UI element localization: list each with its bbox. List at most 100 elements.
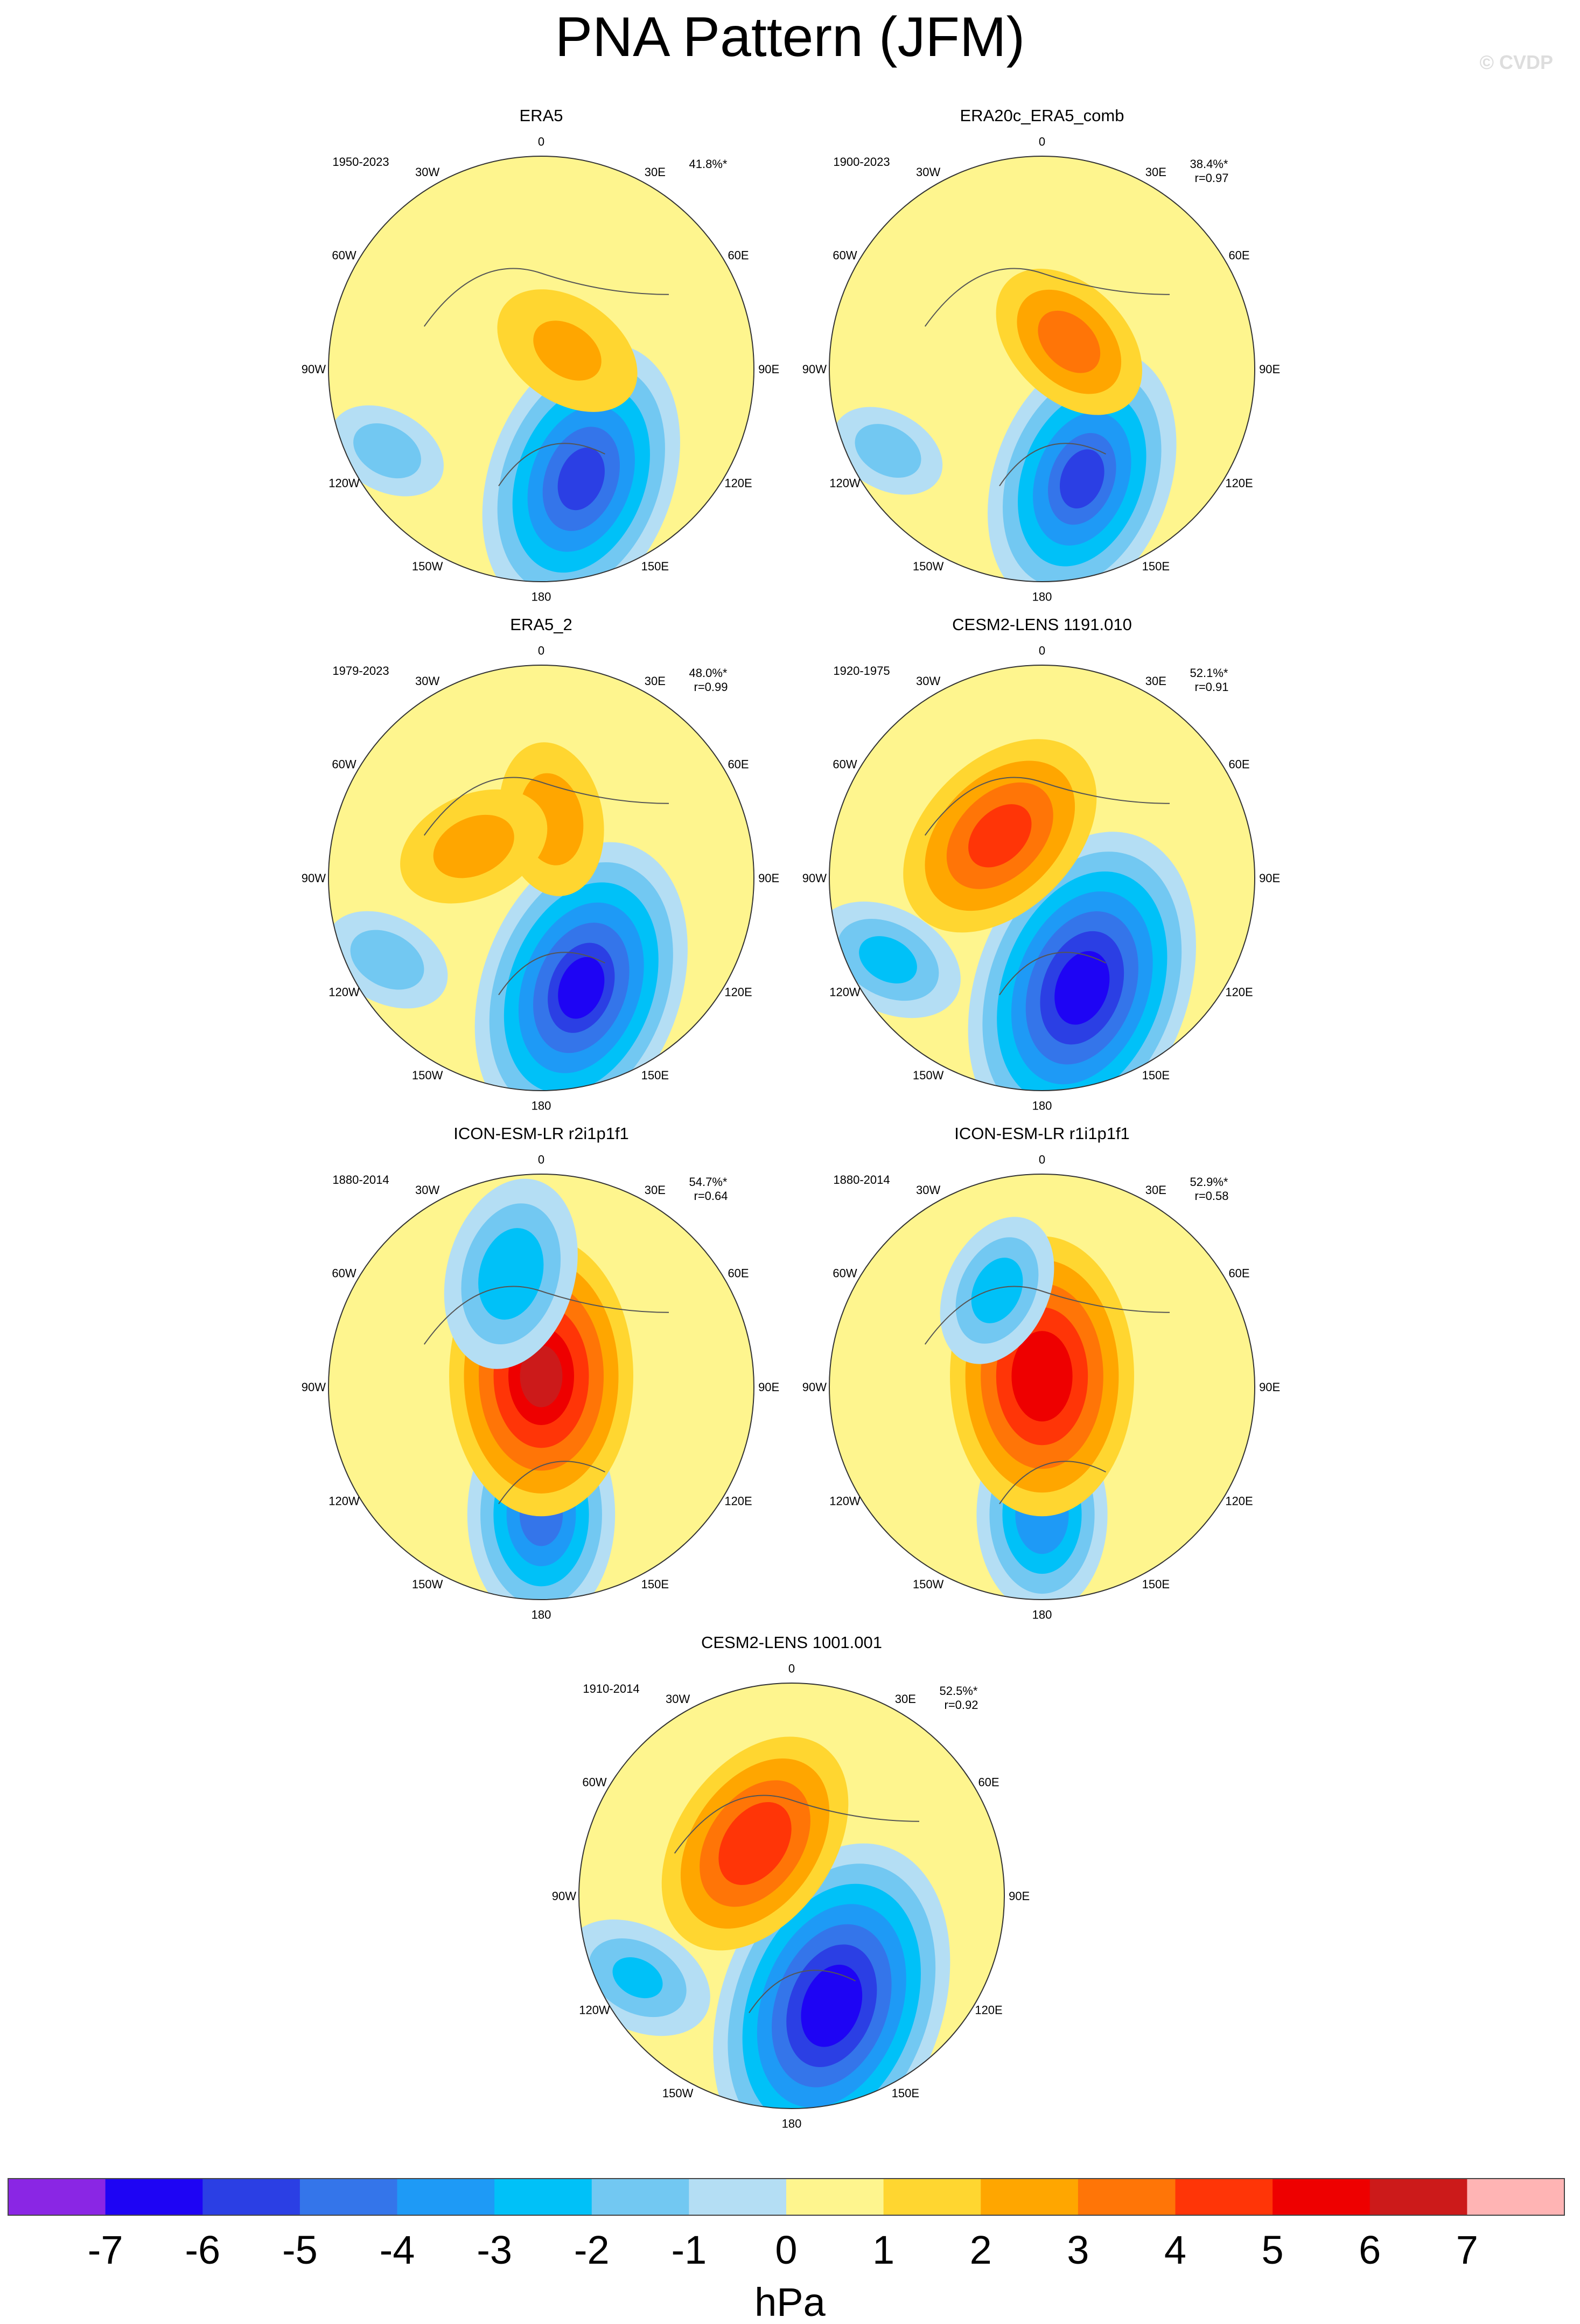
colorbar-tick-label: -4: [380, 2228, 415, 2272]
longitude-label: 120E: [724, 985, 752, 999]
panel-years: 1920-1975: [833, 664, 890, 678]
coastline: [423, 268, 669, 486]
colorbar-swatch: [494, 2179, 592, 2215]
colorbar-tick-label: -5: [282, 2228, 318, 2272]
contour-region: [353, 423, 421, 479]
longitude-label: 30W: [666, 1692, 690, 1706]
panel-correlation: r=0.97: [1195, 171, 1229, 185]
map-border: [328, 156, 754, 582]
longitude-label: 60E: [1228, 249, 1249, 262]
colorbar-swatch: [1078, 2179, 1176, 2215]
contour-region: [968, 804, 1032, 868]
panel-title: ICON-ESM-LR r2i1p1f1: [453, 1124, 629, 1143]
longitude-label: 60E: [728, 249, 749, 262]
longitude-label: 60W: [332, 758, 356, 771]
colorbar-tick-label: 1: [872, 2228, 894, 2272]
longitude-label: 60E: [1228, 758, 1249, 771]
panel-title: CESM2-LENS 1001.001: [701, 1633, 882, 1652]
contour-region: [859, 936, 917, 983]
longitude-label: 30E: [645, 674, 666, 688]
panel-correlation: r=0.91: [1195, 680, 1229, 694]
colorbar-tick-label: 0: [775, 2228, 797, 2272]
longitude-label: 60E: [978, 1776, 999, 1789]
panel-years: 1950-2023: [332, 155, 389, 169]
colorbar-tick-label: 2: [970, 2228, 992, 2272]
contour-region: [1038, 310, 1101, 373]
panel-title: ERA5: [520, 106, 563, 125]
longitude-label: 90W: [302, 871, 326, 885]
longitude-label: 150W: [662, 2086, 694, 2100]
coastline: [423, 777, 669, 995]
longitude-label: 150E: [892, 2086, 919, 2100]
longitude-label: 150E: [641, 1069, 669, 1082]
longitude-label: 90E: [758, 871, 779, 885]
longitude-label: 120E: [1225, 476, 1253, 490]
longitude-label: 0: [538, 1153, 544, 1166]
panel-variance: 38.4%*: [1190, 157, 1228, 171]
panel-years: 1880-2014: [833, 1173, 890, 1187]
longitude-label: 120W: [328, 1494, 360, 1508]
panel-variance: 52.1%*: [1190, 666, 1228, 680]
longitude-label: 150E: [1142, 560, 1170, 573]
longitude-label: 150W: [913, 560, 944, 573]
panel-title: CESM2-LENS 1191.010: [952, 615, 1132, 634]
longitude-label: 60E: [1228, 1267, 1249, 1280]
longitude-label: 60W: [332, 249, 356, 262]
longitude-label: 30E: [1145, 165, 1166, 179]
panel-variance: 52.5%*: [940, 1684, 978, 1698]
longitude-label: 60W: [582, 1776, 606, 1789]
longitude-label: 90E: [1009, 1889, 1030, 1903]
map-border: [829, 156, 1255, 582]
colorbar-swatch: [981, 2179, 1079, 2215]
contour-region: [801, 1964, 863, 2047]
contour-region: [558, 957, 605, 1019]
colorbar-swatch: [8, 2179, 106, 2215]
longitude-label: 120E: [1225, 985, 1253, 999]
map-panel: 180 150E 120E 90E 60E 30E 0 30W 60W 90W 120W 150W CE…: [802, 615, 1281, 1113]
longitude-label: 0: [1039, 1153, 1045, 1166]
map-panel: 180 150E 120E 90E 60E 30E 0 30W 60W 90W 120W 150W ER…: [802, 106, 1281, 604]
longitude-label: 150W: [412, 1069, 443, 1082]
panel-variance: 48.0%*: [689, 666, 728, 680]
panel-years: 1880-2014: [332, 1173, 389, 1187]
panel-title: ERA20c_ERA5_comb: [960, 106, 1124, 125]
longitude-label: 30E: [645, 165, 666, 179]
longitude-label: 60W: [833, 758, 857, 771]
map-panel: 180 150E 120E 90E 60E 30E 0 30W 60W 90W 120W 150W IC…: [802, 1124, 1281, 1622]
colorbar: -7 -6 -5 -4 -3 -2 -1 0 1 2 3 4 5 6 7 hPa: [8, 2178, 1565, 2324]
colorbar-tick-label: 5: [1262, 2228, 1284, 2272]
panel-variance: 54.7%*: [689, 1175, 728, 1189]
longitude-label: 120E: [724, 1494, 752, 1508]
longitude-label: 120E: [975, 2003, 1002, 2016]
colorbar-swatch: [591, 2179, 689, 2215]
panel-variance: 52.9%*: [1190, 1175, 1228, 1189]
longitude-label: 0: [538, 644, 544, 657]
longitude-label: 30W: [916, 165, 940, 179]
longitude-label: 0: [538, 135, 544, 148]
longitude-label: 30E: [895, 1692, 916, 1706]
longitude-label: 120W: [328, 476, 360, 490]
longitude-label: 150E: [1142, 1069, 1170, 1082]
longitude-label: 0: [1039, 644, 1045, 657]
map-border: [328, 665, 754, 1091]
longitude-label: 90W: [802, 871, 827, 885]
colorbar-tick-label: 3: [1067, 2228, 1089, 2272]
contour-region: [1054, 951, 1110, 1025]
map-panel: 180 150E 120E 90E 60E 30E 0 30W 60W 90W 120W 150W CE…: [552, 1633, 1030, 2131]
longitude-label: 90E: [1259, 1380, 1280, 1394]
colorbar-tick-label: -7: [88, 2228, 123, 2272]
longitude-label: 90W: [802, 1380, 827, 1394]
panel-years: 1900-2023: [833, 155, 890, 169]
longitude-label: 180: [1032, 1608, 1052, 1622]
colorbar-unit-label: hPa: [754, 2280, 826, 2324]
copyright-watermark: © CVDP: [1479, 51, 1553, 73]
contour-region: [520, 1345, 563, 1407]
longitude-label: 150E: [1142, 1578, 1170, 1591]
longitude-label: 120W: [579, 2003, 610, 2016]
colorbar-tick-label: -6: [185, 2228, 220, 2272]
longitude-label: 120W: [829, 1494, 861, 1508]
longitude-label: 60W: [833, 1267, 857, 1280]
page-title: PNA Pattern (JFM): [555, 6, 1025, 68]
colorbar-swatch: [397, 2179, 495, 2215]
